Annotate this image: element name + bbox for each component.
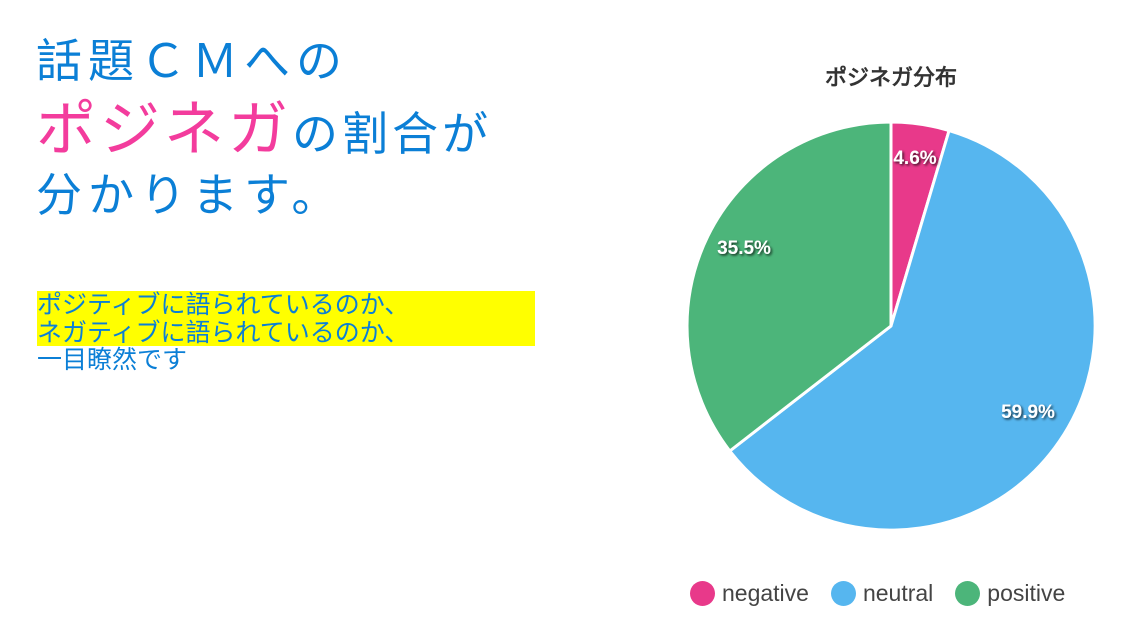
- legend-label-positive: positive: [987, 580, 1066, 606]
- legend-dot-negative-icon: [690, 581, 715, 606]
- legend-item-neutral[interactable]: neutral: [830, 580, 934, 607]
- subtext-line-2: ネガティブに語られているのか、: [37, 317, 410, 347]
- headline-line-2: ポジネガの割合が: [36, 100, 492, 168]
- subtext-line-1: ポジティブに語られているのか、: [37, 290, 410, 319]
- chart-title: ポジネガ分布: [824, 66, 957, 91]
- label-negative: 4.6%: [893, 148, 936, 169]
- legend-dot-positive-icon: [955, 581, 981, 606]
- legend-label-neutral: neutral: [862, 580, 934, 606]
- subtext: ポジティブに語られているのか、 ネガティブに語られているのか、 一目瞭然です: [37, 291, 535, 374]
- legend-item-negative[interactable]: negative: [690, 580, 809, 607]
- headline: 話題ＣＭへの ポジネガの割合が 分かります。: [36, 38, 492, 218]
- headline-line-1: 話題ＣＭへの: [36, 34, 348, 88]
- legend-item-positive[interactable]: positive: [955, 580, 1065, 607]
- highlighted-block: ポジティブに語られているのか、 ネガティブに語られているのか、: [37, 291, 535, 346]
- subtext-line-3: 一目瞭然です: [37, 345, 188, 374]
- legend-label-negative: negative: [722, 580, 809, 606]
- headline-highlight-posinega: ポジネガ: [36, 95, 292, 165]
- label-neutral: 59.9%: [1001, 402, 1055, 423]
- legend-dot-neutral-icon: [830, 581, 856, 606]
- label-positive: 35.5%: [717, 238, 771, 259]
- pie-slice-neutral[interactable]: [728, 129, 1097, 532]
- headline-line-3: 分かります。: [36, 168, 344, 222]
- pie-slice-positive[interactable]: [685, 120, 893, 453]
- chart-legend: negative neutral positive: [690, 580, 1087, 607]
- headline-line-2-rest: の割合が: [292, 107, 492, 161]
